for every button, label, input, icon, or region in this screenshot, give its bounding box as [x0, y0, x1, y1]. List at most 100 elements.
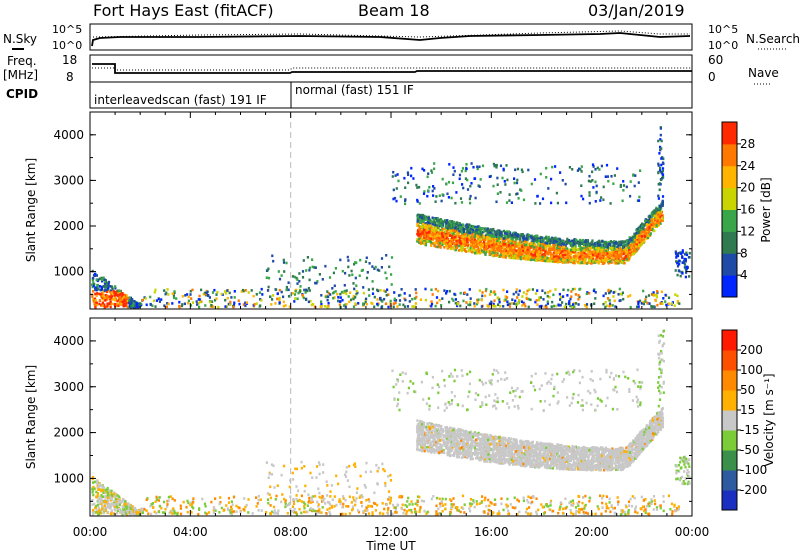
echo-cell — [171, 292, 174, 295]
echo-cell — [432, 185, 435, 188]
echo-cell — [95, 482, 98, 485]
echo-cell — [476, 298, 479, 302]
echo-cell — [678, 259, 681, 263]
echo-cell — [639, 299, 642, 303]
echo-cell — [625, 250, 629, 254]
echo-cell — [133, 304, 136, 307]
echo-cell — [658, 188, 661, 192]
echo-cell — [134, 509, 137, 513]
echo-cell — [572, 248, 575, 252]
y-tick-label: 4000 — [53, 128, 84, 142]
echo-cell — [105, 285, 108, 288]
echo-cell — [424, 298, 427, 302]
echo-cell — [470, 162, 473, 165]
freq-line — [92, 63, 692, 74]
echo-cell — [619, 247, 622, 251]
echo-cell — [336, 292, 339, 296]
echo-cell — [277, 270, 280, 273]
echo-cell — [426, 217, 429, 221]
echo-cell — [681, 261, 684, 264]
echo-cell — [128, 299, 131, 303]
echo-cell — [384, 271, 387, 275]
echo-cell — [519, 234, 523, 238]
echo-cell — [667, 302, 670, 305]
echo-cell — [92, 290, 95, 293]
echo-cell — [512, 256, 515, 260]
echo-cell — [166, 288, 169, 291]
echo-cell — [402, 303, 405, 307]
echo-cell — [601, 255, 604, 259]
echo-cell — [492, 249, 495, 253]
echo-cell — [131, 304, 134, 307]
echo-cell — [441, 227, 444, 231]
echo-cell — [571, 250, 574, 253]
echo-cell — [153, 290, 156, 294]
echo-cell — [446, 227, 449, 231]
echo-cell — [519, 243, 522, 247]
echo-cell — [549, 239, 552, 242]
echo-cell — [497, 230, 500, 234]
echo-cell — [92, 284, 95, 288]
echo-cell — [620, 252, 623, 255]
echo-cell — [102, 488, 105, 492]
echo-cell — [388, 265, 391, 269]
echo-cell — [621, 240, 624, 244]
echo-cell — [352, 297, 355, 301]
colorbar-tick-label: 12 — [740, 224, 755, 238]
echo-cell — [602, 240, 605, 244]
echo-cell — [432, 194, 435, 197]
echo-cell — [476, 167, 479, 171]
echo-cell — [276, 292, 279, 296]
echo-cell — [574, 238, 578, 242]
echo-cell — [521, 304, 524, 307]
echo-cell — [91, 279, 94, 282]
echo-cell — [488, 249, 491, 253]
echo-cell — [563, 253, 567, 257]
echo-cell — [307, 300, 310, 304]
echo-cell — [473, 251, 477, 255]
echo-cell — [559, 241, 562, 245]
echo-cell — [568, 300, 571, 303]
echo-cell — [425, 237, 428, 241]
echo-cell — [480, 305, 483, 308]
echo-cell — [351, 273, 354, 277]
echo-cell — [305, 297, 308, 301]
echo-cell — [654, 209, 657, 212]
echo-cell — [511, 298, 514, 301]
echo-cell — [660, 214, 663, 218]
echo-cell — [578, 244, 581, 247]
echo-cell — [306, 256, 309, 259]
echo-cell — [629, 180, 632, 183]
echo-cell — [334, 267, 337, 270]
echo-cell — [95, 509, 98, 513]
echo-cell — [252, 294, 255, 298]
echo-cell — [298, 290, 301, 294]
echo-cell — [115, 511, 119, 515]
echo-cell — [106, 294, 109, 298]
colorbar-tick-label: 4 — [740, 268, 748, 282]
echo-cell — [571, 257, 574, 261]
echo-cell — [651, 222, 654, 225]
echo-cell — [431, 216, 434, 220]
echo-cell — [618, 259, 621, 262]
echo-cell — [552, 293, 555, 297]
echo-cell — [477, 245, 480, 248]
echo-cell — [657, 223, 660, 227]
echo-cell — [559, 298, 562, 301]
echo-cell — [104, 494, 107, 498]
echo-cell — [595, 252, 598, 256]
echo-cell — [590, 262, 593, 265]
echo-cell — [469, 303, 472, 307]
echo-cell — [656, 290, 659, 293]
echo-cell — [376, 268, 379, 272]
echo-cell — [658, 208, 661, 212]
echo-cell — [499, 249, 503, 252]
echo-cell — [601, 247, 604, 251]
echo-cell — [492, 251, 495, 254]
echo-cell — [624, 253, 627, 256]
echo-cell — [552, 304, 555, 308]
echo-cell — [99, 484, 102, 488]
echo-cell — [128, 504, 131, 507]
echo-cell — [517, 254, 520, 258]
echo-cell — [574, 252, 577, 256]
